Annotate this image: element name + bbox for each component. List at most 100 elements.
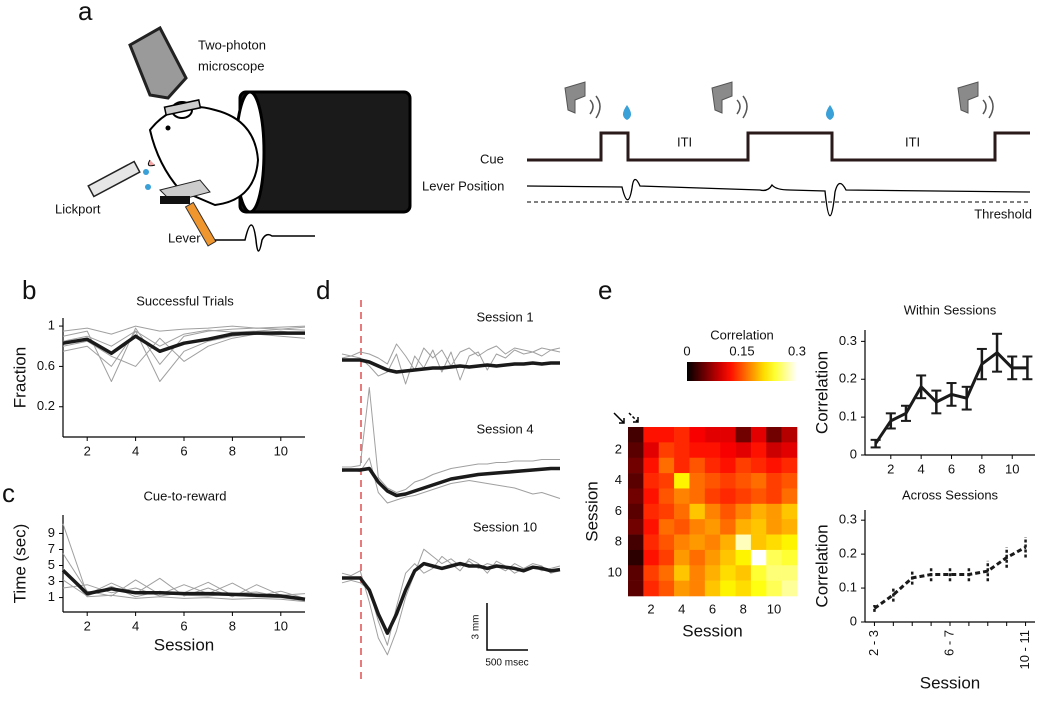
colorbar: [687, 362, 797, 381]
heatmap-cell: [704, 549, 721, 566]
heatmap-cell: [720, 565, 736, 581]
heatmap-cell: [766, 503, 782, 520]
chart-title: Cue-to-reward: [143, 488, 226, 503]
heatmap-cell: [735, 549, 752, 566]
heatmap-cell: [720, 488, 736, 505]
heatmap-cell: [643, 488, 660, 505]
series-line: [61, 569, 306, 601]
heatmap-cell: [643, 457, 660, 474]
heatmap-cell: [628, 503, 644, 520]
heatmap-cell: [658, 534, 675, 551]
heatmap-cell: [658, 457, 675, 474]
series-line: [62, 327, 306, 382]
heatmap-cell: [658, 580, 675, 597]
x-tick-label: 6: [709, 601, 716, 616]
x-tick-label: 8: [229, 618, 236, 633]
x-tick-label: 10: [274, 618, 288, 633]
heatmap-cell: [689, 549, 706, 566]
heatmap-cell: [766, 442, 782, 459]
lever-label: Lever: [168, 230, 201, 245]
iti-label: ITI: [677, 134, 692, 149]
y-tick-label: 0.1: [839, 579, 857, 594]
heatmap-cell: [704, 488, 721, 505]
y-tick-label: 0.2: [839, 371, 857, 386]
heatmap-cell: [674, 473, 690, 489]
y-axis-label: Correlation: [812, 524, 831, 607]
heatmap-cell: [766, 457, 782, 474]
heatmap-cell: [750, 488, 767, 505]
heatmap-cell: [628, 580, 644, 597]
chart-title: Within Sessions: [904, 302, 997, 317]
heatmap-cell: [628, 457, 644, 474]
heatmap-cell: [750, 534, 767, 551]
heatmap-cell: [704, 473, 721, 489]
heatmap-cell: [735, 534, 752, 551]
y-tick-label: 8: [615, 534, 622, 549]
heatmap-cell: [689, 473, 706, 489]
heatmap-cell: [658, 442, 675, 459]
lickport-label: Lickport: [55, 201, 101, 216]
x-tick-label: 4: [132, 443, 139, 458]
heatmap-cell: [750, 457, 767, 474]
colorbar-tick-label: 0.15: [729, 343, 754, 358]
series-line: [62, 326, 306, 347]
series-line: [62, 325, 306, 335]
x-tick-label: 6: [180, 443, 187, 458]
x-tick-label: 4: [678, 601, 685, 616]
microscope-label: microscope: [198, 58, 264, 73]
y-tick-label: 2: [615, 441, 622, 456]
heatmap-cell: [674, 503, 690, 520]
heatmap-cell: [643, 580, 660, 597]
heatmap-cell: [643, 519, 660, 535]
heatmap-cell: [750, 503, 767, 520]
heatmap-cell: [781, 503, 798, 520]
iti-label: ITI: [905, 134, 920, 149]
heatmap-cell: [628, 427, 644, 443]
heatmap-cell: [781, 565, 798, 581]
x-tick-label: 10: [274, 443, 288, 458]
heatmap-cell: [766, 519, 782, 535]
heatmap-cell: [781, 580, 798, 597]
y-tick-label: 1: [48, 318, 55, 333]
y-tick-label: 0.1: [839, 409, 857, 424]
heatmap-cell: [689, 534, 706, 551]
heatmap-cell: [628, 442, 644, 459]
heatmap-cell: [766, 488, 782, 505]
heatmap-cell: [766, 427, 782, 443]
panel-label: c: [2, 478, 15, 508]
scale-x-label: 500 msec: [485, 658, 528, 669]
chart-title: Across Sessions: [902, 487, 999, 502]
y-axis-label: Time (sec): [10, 524, 29, 604]
heatmap-cell: [643, 534, 660, 551]
series-line: [342, 466, 560, 498]
heatmap-cell: [628, 565, 644, 581]
series-line: [62, 523, 306, 598]
y-tick-label: 0.2: [37, 398, 55, 413]
x-tick-label: 8: [978, 461, 985, 476]
y-tick-label: 4: [615, 472, 622, 487]
chart-title: Session 10: [473, 519, 537, 534]
heatmap-cell: [689, 565, 706, 581]
heatmap-cell: [735, 519, 752, 535]
y-tick-label: 7: [48, 541, 55, 556]
heatmap-cell: [704, 427, 721, 443]
setup-drawing: [87, 25, 1031, 252]
heatmap-cell: [674, 442, 690, 459]
colorbar-label: Correlation: [710, 327, 774, 342]
x-tick-label: 10 - 11: [1017, 630, 1032, 670]
lever-position-label: Lever Position: [422, 178, 504, 193]
heatmap-cell: [720, 534, 736, 551]
heatmap-cell: [781, 519, 798, 535]
series-line: [341, 349, 561, 385]
x-tick-label: 10: [767, 601, 781, 616]
y-tick-label: 10: [608, 564, 622, 579]
heatmap-cell: [704, 519, 721, 535]
heatmap-cell: [674, 457, 690, 474]
heatmap-cell: [674, 427, 690, 443]
x-tick-label: 2: [647, 601, 654, 616]
heatmap-cell: [766, 549, 782, 566]
microscope-label: Two-photon: [198, 37, 266, 52]
heatmap-cell: [658, 473, 675, 489]
x-tick-label: 2: [887, 461, 894, 476]
